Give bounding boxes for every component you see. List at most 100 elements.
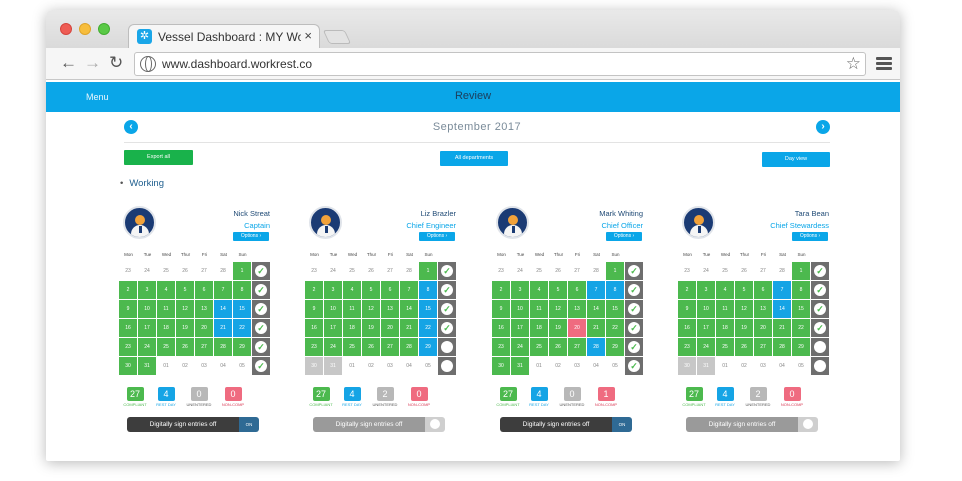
calendar-day[interactable]: 31 bbox=[138, 357, 156, 375]
week-sign-off[interactable] bbox=[438, 357, 456, 375]
options-button[interactable]: Options › bbox=[419, 232, 455, 241]
calendar-day[interactable]: 03 bbox=[754, 357, 772, 375]
calendar-day[interactable]: 25 bbox=[530, 338, 548, 356]
calendar-day[interactable]: 25 bbox=[343, 262, 361, 280]
browser-tab[interactable]: ✲ Vessel Dashboard : MY Work × bbox=[128, 24, 320, 48]
week-sign-off[interactable]: ✓ bbox=[252, 281, 270, 299]
calendar-day[interactable]: 26 bbox=[549, 262, 567, 280]
calendar-day[interactable]: 26 bbox=[176, 262, 194, 280]
toggle-switch[interactable] bbox=[798, 417, 818, 432]
calendar-day[interactable]: 23 bbox=[492, 338, 510, 356]
week-sign-off[interactable]: ✓ bbox=[811, 262, 829, 280]
calendar-day[interactable]: 17 bbox=[697, 319, 715, 337]
calendar-day[interactable]: 04 bbox=[773, 357, 791, 375]
calendar-day[interactable]: 14 bbox=[400, 300, 418, 318]
calendar-day[interactable]: 30 bbox=[492, 357, 510, 375]
calendar-day[interactable]: 9 bbox=[492, 300, 510, 318]
avatar[interactable] bbox=[682, 206, 715, 239]
calendar-day[interactable]: 12 bbox=[362, 300, 380, 318]
calendar-day[interactable]: 22 bbox=[606, 319, 624, 337]
calendar-day[interactable]: 20 bbox=[754, 319, 772, 337]
calendar-day[interactable]: 12 bbox=[549, 300, 567, 318]
calendar-day[interactable]: 19 bbox=[176, 319, 194, 337]
calendar-day[interactable]: 13 bbox=[754, 300, 772, 318]
calendar-day[interactable]: 7 bbox=[400, 281, 418, 299]
calendar-day[interactable]: 03 bbox=[568, 357, 586, 375]
calendar-day[interactable]: 05 bbox=[792, 357, 810, 375]
menu-button[interactable]: Menu bbox=[86, 92, 109, 102]
calendar-day[interactable]: 27 bbox=[381, 262, 399, 280]
calendar-day[interactable]: 29 bbox=[792, 338, 810, 356]
calendar-day[interactable]: 11 bbox=[716, 300, 734, 318]
calendar-day[interactable]: 27 bbox=[381, 338, 399, 356]
calendar-day[interactable]: 7 bbox=[773, 281, 791, 299]
calendar-day[interactable]: 25 bbox=[157, 262, 175, 280]
calendar-day[interactable]: 6 bbox=[754, 281, 772, 299]
calendar-day[interactable]: 05 bbox=[606, 357, 624, 375]
calendar-day[interactable]: 21 bbox=[214, 319, 232, 337]
next-month-button[interactable]: › bbox=[816, 120, 830, 134]
calendar-day[interactable]: 29 bbox=[419, 338, 437, 356]
calendar-day[interactable]: 13 bbox=[195, 300, 213, 318]
calendar-day[interactable]: 27 bbox=[568, 262, 586, 280]
calendar-day[interactable]: 24 bbox=[697, 262, 715, 280]
all-departments-button[interactable]: All departments bbox=[440, 151, 508, 166]
calendar-day[interactable]: 24 bbox=[138, 338, 156, 356]
back-arrow-icon[interactable]: ← bbox=[60, 53, 77, 72]
calendar-day[interactable]: 28 bbox=[587, 338, 605, 356]
calendar-day[interactable]: 25 bbox=[530, 262, 548, 280]
calendar-day[interactable]: 03 bbox=[195, 357, 213, 375]
calendar-day[interactable]: 1 bbox=[606, 262, 624, 280]
week-sign-off[interactable]: ✓ bbox=[625, 300, 643, 318]
calendar-day[interactable]: 3 bbox=[511, 281, 529, 299]
calendar-day[interactable]: 4 bbox=[530, 281, 548, 299]
calendar-day[interactable]: 27 bbox=[754, 262, 772, 280]
calendar-day[interactable]: 21 bbox=[400, 319, 418, 337]
calendar-day[interactable]: 11 bbox=[343, 300, 361, 318]
calendar-day[interactable]: 18 bbox=[716, 319, 734, 337]
calendar-day[interactable]: 24 bbox=[138, 262, 156, 280]
toggle-switch[interactable]: ON bbox=[239, 417, 259, 432]
calendar-day[interactable]: 20 bbox=[568, 319, 586, 337]
calendar-day[interactable]: 14 bbox=[214, 300, 232, 318]
toggle-switch[interactable]: ON bbox=[612, 417, 632, 432]
calendar-day[interactable]: 27 bbox=[195, 338, 213, 356]
calendar-day[interactable]: 31 bbox=[511, 357, 529, 375]
calendar-day[interactable]: 22 bbox=[419, 319, 437, 337]
calendar-day[interactable]: 28 bbox=[400, 338, 418, 356]
previous-month-button[interactable]: ‹ bbox=[124, 120, 138, 134]
week-sign-off[interactable]: ✓ bbox=[625, 338, 643, 356]
week-sign-off[interactable] bbox=[811, 357, 829, 375]
calendar-day[interactable]: 28 bbox=[587, 262, 605, 280]
calendar-day[interactable]: 31 bbox=[697, 357, 715, 375]
calendar-day[interactable]: 03 bbox=[381, 357, 399, 375]
calendar-day[interactable]: 04 bbox=[400, 357, 418, 375]
calendar-day[interactable]: 17 bbox=[511, 319, 529, 337]
calendar-day[interactable]: 12 bbox=[735, 300, 753, 318]
calendar-day[interactable]: 1 bbox=[419, 262, 437, 280]
calendar-day[interactable]: 26 bbox=[176, 338, 194, 356]
sign-off-toggle[interactable]: Digitally sign entries off bbox=[313, 417, 445, 432]
week-sign-off[interactable]: ✓ bbox=[625, 281, 643, 299]
calendar-day[interactable]: 5 bbox=[549, 281, 567, 299]
calendar-day[interactable]: 15 bbox=[606, 300, 624, 318]
calendar-day[interactable]: 01 bbox=[716, 357, 734, 375]
calendar-day[interactable]: 2 bbox=[492, 281, 510, 299]
calendar-day[interactable]: 29 bbox=[606, 338, 624, 356]
calendar-day[interactable]: 15 bbox=[233, 300, 251, 318]
calendar-day[interactable]: 19 bbox=[362, 319, 380, 337]
week-sign-off[interactable]: ✓ bbox=[625, 262, 643, 280]
calendar-day[interactable]: 1 bbox=[233, 262, 251, 280]
calendar-day[interactable]: 20 bbox=[195, 319, 213, 337]
calendar-day[interactable]: 05 bbox=[419, 357, 437, 375]
calendar-day[interactable]: 21 bbox=[773, 319, 791, 337]
calendar-day[interactable]: 23 bbox=[119, 338, 137, 356]
forward-arrow-icon[interactable]: → bbox=[84, 53, 101, 72]
calendar-day[interactable]: 9 bbox=[678, 300, 696, 318]
calendar-day[interactable]: 28 bbox=[773, 262, 791, 280]
calendar-day[interactable]: 8 bbox=[233, 281, 251, 299]
calendar-day[interactable]: 29 bbox=[233, 338, 251, 356]
calendar-day[interactable]: 15 bbox=[792, 300, 810, 318]
week-sign-off[interactable]: ✓ bbox=[252, 338, 270, 356]
calendar-day[interactable]: 1 bbox=[792, 262, 810, 280]
